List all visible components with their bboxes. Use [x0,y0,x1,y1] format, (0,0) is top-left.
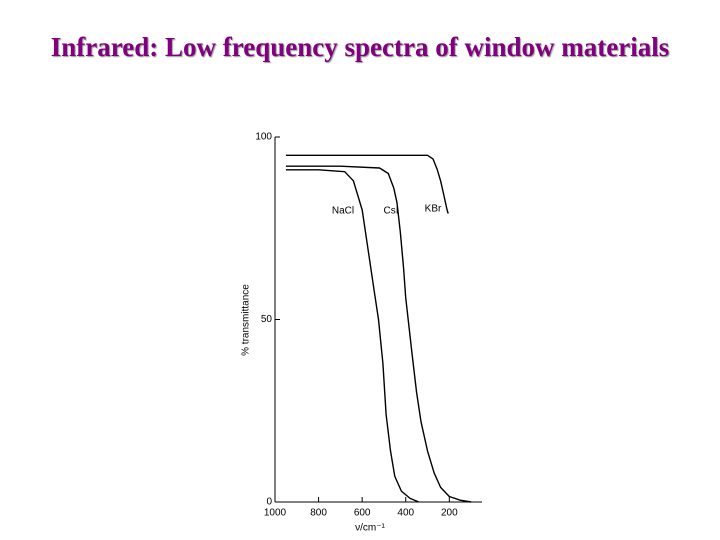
spectrum-line [285,169,420,503]
spectrum-line [285,154,449,214]
slide-title: Infrared: Low frequency spectra of windo… [0,30,720,64]
x-tick-label: 600 [354,508,371,519]
x-tick-label: 200 [441,508,458,519]
x-tick-label: 400 [397,508,414,519]
x-axis-label: ν/cm⁻¹ [355,523,385,534]
x-tick-label: 1000 [264,508,287,519]
series-label: CsI [384,206,399,217]
y-axis-label: % transmittance [241,284,252,356]
y-tick-label: 50 [261,314,273,325]
x-tick-label: 800 [310,508,327,519]
series-label: NaCl [332,206,354,217]
y-tick-label: 100 [255,132,272,143]
spectrum-line [285,165,472,503]
y-tick-label: 0 [266,497,272,508]
series-label: KBr [425,204,442,215]
title-text: Infrared: Low frequency spectra of windo… [50,32,670,62]
